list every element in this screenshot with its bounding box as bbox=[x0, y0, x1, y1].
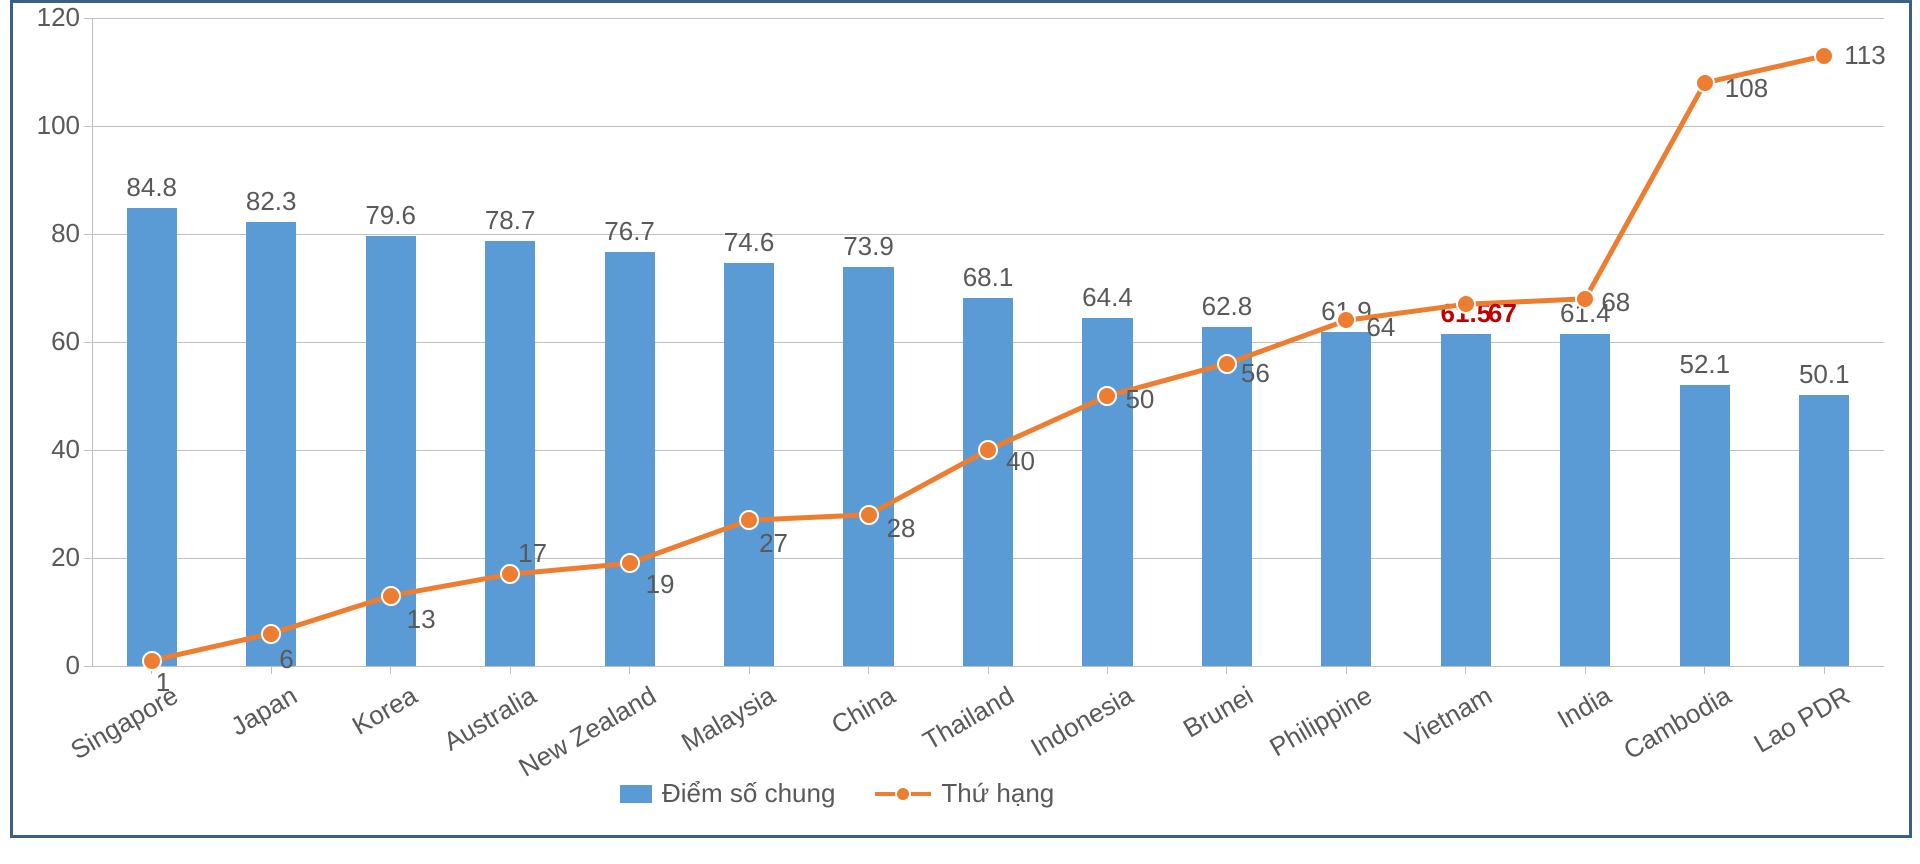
x-tick bbox=[629, 666, 630, 674]
line-value-label: 64 bbox=[1366, 312, 1395, 343]
y-tick-label: 100 bbox=[22, 110, 80, 141]
y-tick-label: 0 bbox=[22, 650, 80, 681]
line-marker bbox=[1814, 46, 1834, 66]
x-tick bbox=[271, 666, 272, 674]
legend-swatch-bar bbox=[620, 785, 652, 803]
x-tick bbox=[510, 666, 511, 674]
rank-line bbox=[92, 18, 1884, 666]
legend-item-bar: Điểm số chung bbox=[620, 778, 835, 809]
line-value-label: 19 bbox=[646, 569, 675, 600]
y-tick-label: 120 bbox=[22, 2, 80, 33]
x-tick bbox=[1346, 666, 1347, 674]
line-marker bbox=[978, 440, 998, 460]
legend: Điểm số chung Thứ hạng bbox=[620, 778, 1054, 809]
y-tick-label: 20 bbox=[22, 542, 80, 573]
line-value-label: 1 bbox=[156, 667, 170, 698]
x-tick bbox=[1585, 666, 1586, 674]
line-marker bbox=[1456, 294, 1476, 314]
y-tick-label: 40 bbox=[22, 434, 80, 465]
line-marker bbox=[859, 505, 879, 525]
line-marker bbox=[1336, 310, 1356, 330]
line-marker bbox=[1695, 73, 1715, 93]
line-value-label: 68 bbox=[1601, 287, 1630, 318]
line-value-label: 17 bbox=[518, 538, 547, 569]
line-value-label: 27 bbox=[759, 528, 788, 559]
line-value-label: 28 bbox=[887, 513, 916, 544]
line-value-label: 108 bbox=[1725, 73, 1768, 104]
x-tick bbox=[868, 666, 869, 674]
x-tick bbox=[1465, 666, 1466, 674]
line-value-label: 56 bbox=[1241, 358, 1270, 389]
line-value-label: 113 bbox=[1844, 40, 1885, 71]
legend-bar-label: Điểm số chung bbox=[662, 778, 835, 809]
line-marker bbox=[381, 586, 401, 606]
combo-chart: 02040608010012084.8Singapore82.3Japan79.… bbox=[92, 18, 1884, 666]
x-tick bbox=[390, 666, 391, 674]
x-tick bbox=[1704, 666, 1705, 674]
x-tick bbox=[988, 666, 989, 674]
legend-swatch-line bbox=[875, 792, 931, 796]
line-marker bbox=[1575, 289, 1595, 309]
line-marker bbox=[500, 564, 520, 584]
x-tick bbox=[1107, 666, 1108, 674]
x-tick bbox=[749, 666, 750, 674]
line-value-label: 13 bbox=[407, 604, 436, 635]
x-tick bbox=[1824, 666, 1825, 674]
line-marker bbox=[261, 624, 281, 644]
line-marker bbox=[1217, 354, 1237, 374]
line-value-label: 50 bbox=[1125, 384, 1154, 415]
y-tick-label: 80 bbox=[22, 218, 80, 249]
legend-line-label: Thứ hạng bbox=[941, 778, 1054, 809]
line-marker bbox=[1097, 386, 1117, 406]
line-marker bbox=[620, 553, 640, 573]
y-tick-label: 60 bbox=[22, 326, 80, 357]
line-value-label: 40 bbox=[1006, 446, 1035, 477]
x-tick bbox=[1226, 666, 1227, 674]
line-value-label: 6 bbox=[279, 644, 293, 675]
legend-item-line: Thứ hạng bbox=[875, 778, 1054, 809]
line-value-label: 67 bbox=[1488, 298, 1517, 329]
line-marker bbox=[739, 510, 759, 530]
